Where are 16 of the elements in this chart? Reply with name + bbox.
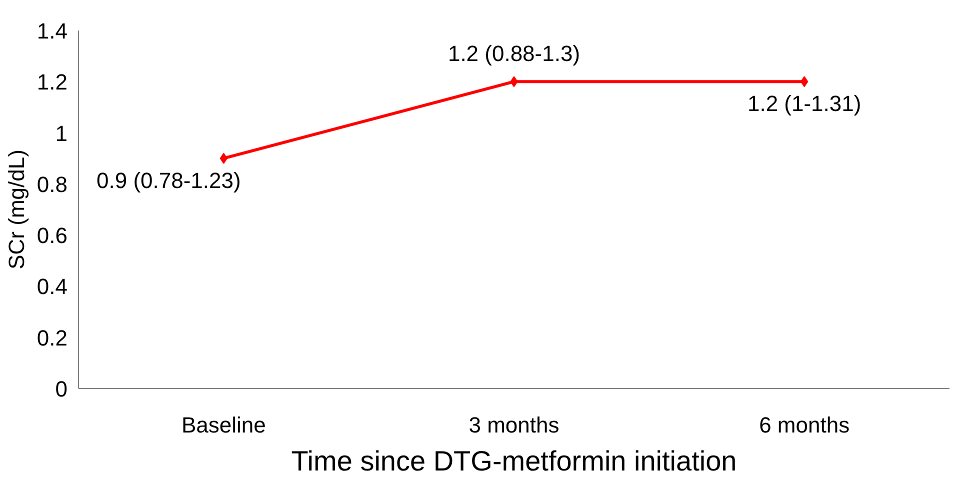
data-label: 0.9 (0.78-1.23) [96, 168, 241, 193]
x-tick-label: 6 months [759, 412, 850, 438]
y-tick-label: 1.2 [36, 70, 68, 95]
y-tick-label: 1.4 [36, 18, 68, 44]
data-label: 1.2 (1-1.31) [747, 91, 862, 116]
x-axis-title: Time since DTG-metformin initiation [291, 446, 737, 476]
x-tick-label: Baseline [181, 412, 266, 438]
y-tick-label: 0.2 [36, 325, 68, 350]
x-tick-label: 3 months [468, 412, 560, 438]
y-tick-label: 0 [55, 376, 68, 402]
y-tick-label: 0.8 [36, 172, 68, 197]
y-tick-label: 1 [55, 120, 68, 146]
y-axis-title: SCr (mg/dL) [4, 150, 29, 270]
data-label: 1.2 (0.88-1.3) [448, 41, 580, 66]
y-tick-label: 0.6 [36, 223, 68, 248]
y-tick-label: 0.4 [36, 274, 68, 300]
